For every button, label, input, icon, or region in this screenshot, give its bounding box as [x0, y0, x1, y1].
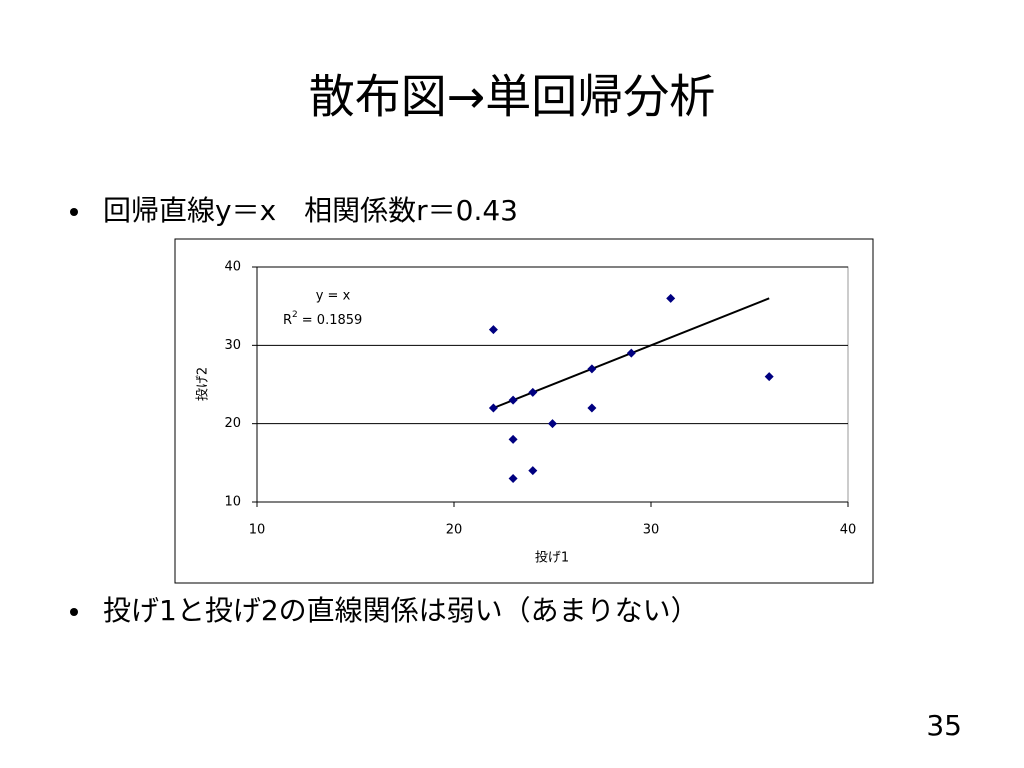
point	[528, 466, 538, 476]
bullet-text: 投げ1と投げ2の直線関係は弱い（あまりない）	[103, 594, 699, 627]
y-tick-label: 40	[224, 260, 241, 275]
point	[488, 403, 498, 413]
x-tick-label: 20	[446, 523, 463, 538]
y-tick-label: 20	[224, 416, 241, 431]
y-tick-label: 30	[224, 338, 241, 353]
point	[764, 372, 774, 382]
point	[508, 395, 518, 405]
r2-value: = 0.1859	[302, 313, 363, 328]
x-tick-label: 30	[643, 523, 660, 538]
point	[528, 387, 538, 397]
x-tick-label: 10	[249, 523, 266, 538]
y-tick-label: 10	[224, 495, 241, 510]
r2-base: R	[283, 313, 292, 328]
bullet-dot	[70, 208, 78, 216]
r-squared: R2 = 0.1859	[283, 310, 362, 328]
page-number: 35	[926, 709, 962, 742]
point	[587, 364, 597, 374]
trend-equation: y = x	[316, 289, 351, 304]
point	[626, 348, 636, 358]
chart-frame	[174, 238, 874, 584]
bullet-text: 回帰直線y＝x 相関係数r＝0.43	[103, 194, 518, 227]
x-tick-label: 40	[840, 523, 857, 538]
r2-sup: 2	[292, 310, 298, 320]
point	[488, 325, 498, 335]
point	[508, 474, 518, 483]
point	[587, 403, 597, 413]
point	[666, 293, 676, 303]
y-axis-title: 投げ2	[195, 367, 211, 401]
bullet-dot	[70, 608, 78, 616]
x-axis-title: 投げ1	[535, 550, 569, 566]
point	[508, 434, 518, 444]
point	[548, 419, 557, 429]
slide-title: 散布図→単回帰分析	[309, 70, 716, 124]
